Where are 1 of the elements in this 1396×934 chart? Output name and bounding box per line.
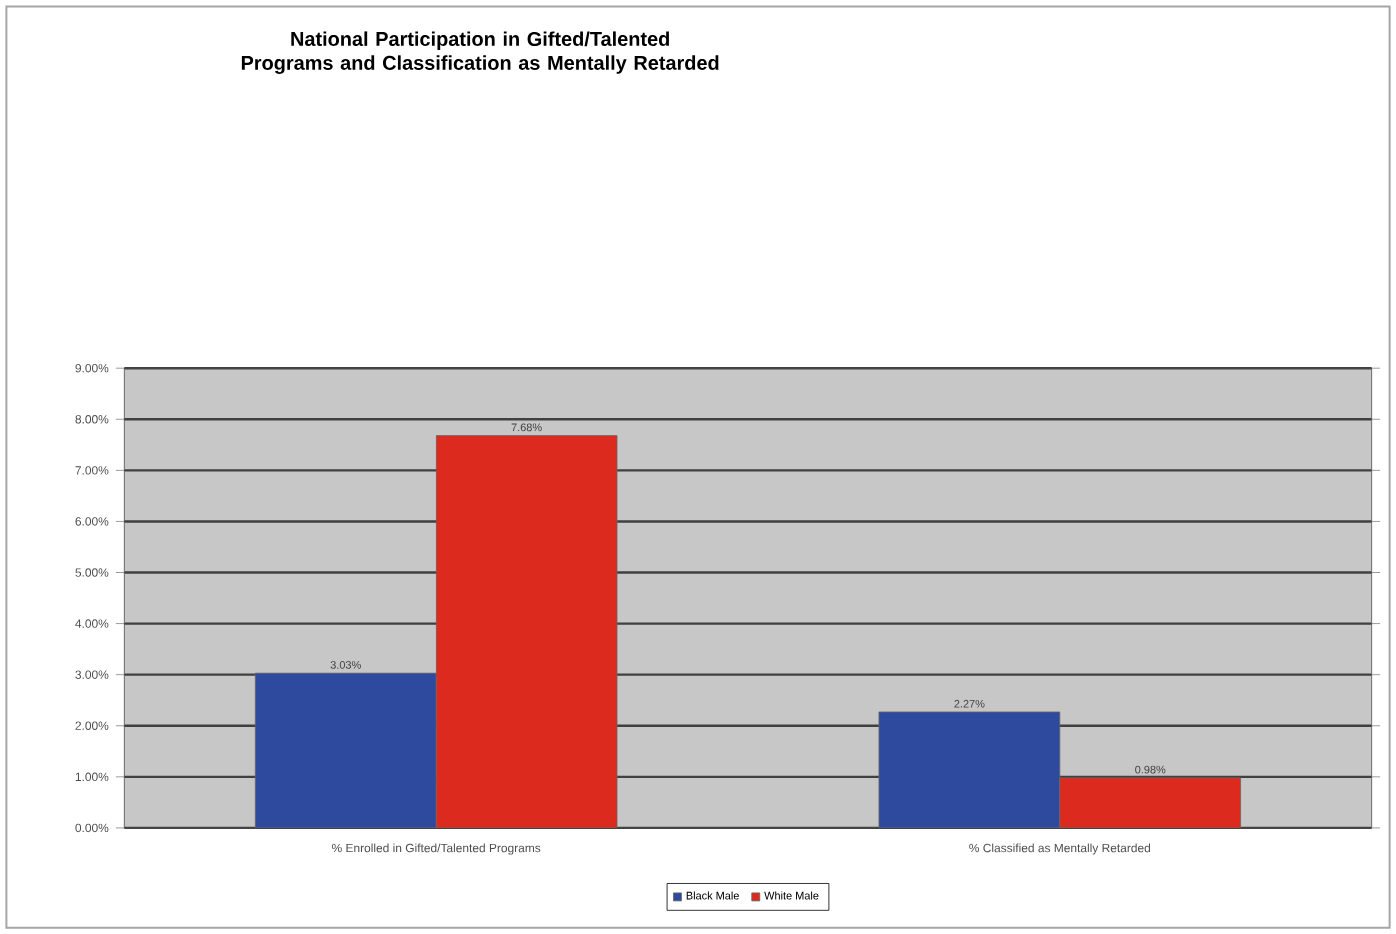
chart-title: National Participation in Gifted/Talented Programs and Classification as Mentally Retarded	[241, 31, 719, 74]
